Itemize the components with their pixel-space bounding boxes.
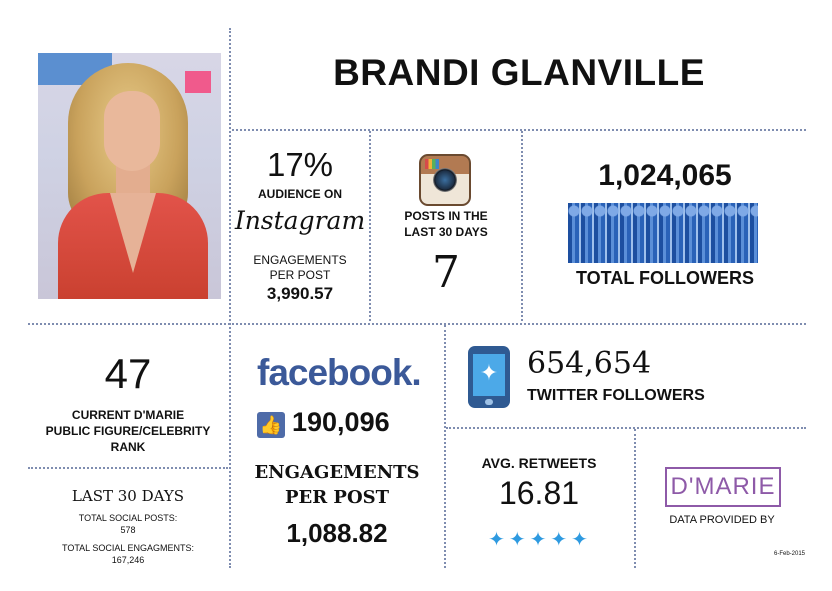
instagram-camera-icon	[419, 154, 471, 206]
divider-vertical-main	[229, 28, 231, 568]
divider-middle	[28, 323, 806, 325]
total-followers-value: 1,024,065	[598, 159, 732, 192]
posts-label-1: POSTS IN THE	[404, 209, 488, 223]
data-provided-by-label: DATA PROVIDED BY	[669, 514, 775, 526]
dmarie-logo: D'MARIE	[665, 467, 781, 507]
twitter-followers-value: 654,654	[527, 346, 652, 381]
twitter-bird-icons: ✦✦✦✦✦	[488, 529, 592, 551]
divider-insta-posts	[369, 131, 371, 321]
instagram-audience-label: AUDIENCE ON	[257, 187, 342, 201]
page-title: BRANDI GLANVILLE	[333, 52, 705, 93]
twitter-followers-label: TWITTER FOLLOWERS	[527, 387, 705, 404]
twitter-bird-icon: ✦	[479, 360, 499, 385]
last30-engagements-value: 167,246	[111, 555, 145, 565]
divider-posts-followers	[521, 131, 523, 321]
instagram-engagements-label-2: PER POST	[269, 268, 331, 282]
total-followers-label: TOTAL FOLLOWERS	[576, 268, 754, 288]
report-date: 6-Feb-2015	[774, 551, 806, 557]
rank-label-2: PUBLIC FIGURE/CELEBRITY	[45, 424, 211, 438]
divider-twitter-bottom	[446, 427, 806, 429]
rank-label-3: RANK	[110, 440, 146, 454]
celebrity-photo	[38, 53, 221, 299]
thumbs-up-icon: 👍	[257, 412, 285, 438]
divider-left-bottom	[28, 467, 228, 469]
instagram-audience-pct: 17%	[266, 146, 334, 183]
instagram-engagements-label-1: ENGAGEMENTS	[253, 253, 347, 267]
facebook-logo: facebook.	[257, 352, 422, 393]
divider-top-row	[232, 129, 806, 131]
divider-retweets-provider	[634, 429, 636, 568]
posts-label-2: LAST 30 DAYS	[404, 225, 488, 239]
facebook-engagements-label-1: ENGAGEMENTS	[254, 462, 420, 483]
last30-posts-label: TOTAL SOCIAL POSTS:	[78, 513, 178, 523]
last30-title: LAST 30 DAYS	[71, 487, 185, 505]
retweets-value: 16.81	[498, 475, 580, 511]
last30-posts-value: 578	[120, 525, 136, 535]
rank-value: 47	[104, 350, 152, 397]
instagram-engagements-value: 3,990.57	[266, 284, 334, 303]
facebook-likes-value: 190,096	[292, 407, 390, 437]
posts-value: 7	[432, 247, 460, 298]
twitter-phone-icon: ✦	[468, 346, 510, 408]
instagram-logo: Instagram	[234, 206, 366, 235]
divider-facebook-twitter	[444, 325, 446, 568]
retweets-label: AVG. RETWEETS	[481, 455, 597, 471]
rank-label-1: CURRENT D'MARIE	[71, 408, 185, 422]
last30-engagements-label: TOTAL SOCIAL ENGAGMENTS:	[61, 543, 195, 553]
followers-crowd-heads	[568, 203, 758, 219]
facebook-engagements-label-2: PER POST	[284, 487, 390, 508]
facebook-engagements-value: 1,088.82	[286, 518, 388, 548]
